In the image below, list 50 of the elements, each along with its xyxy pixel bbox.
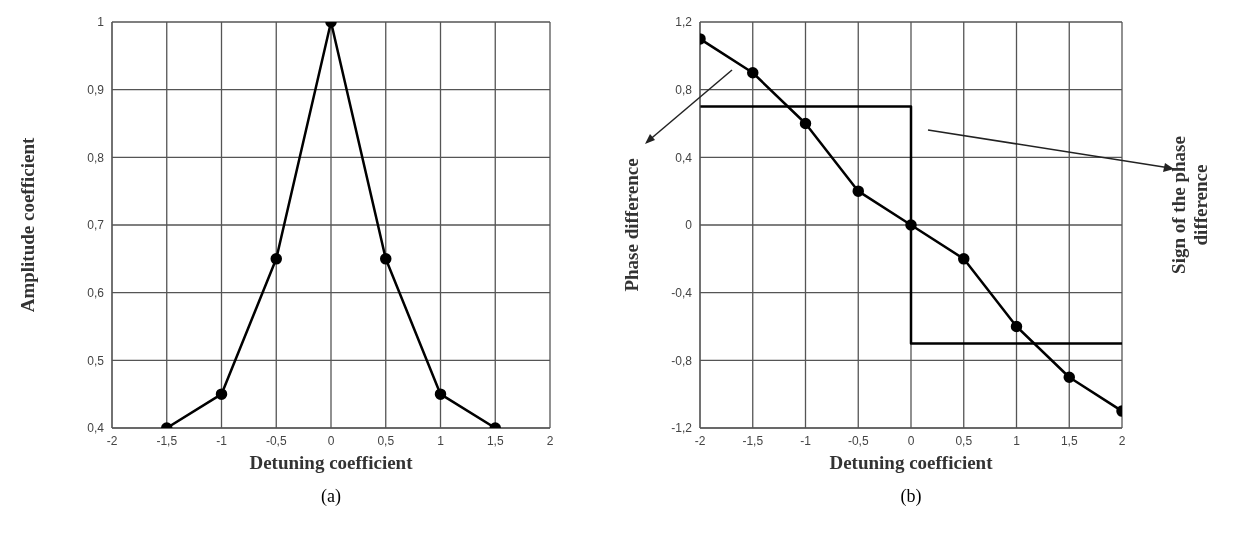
y-tick-label: 1 — [97, 15, 105, 30]
x-tick-label: 1,5 — [1060, 433, 1078, 448]
point — [799, 117, 812, 130]
y-tick-label: 0,7 — [87, 218, 105, 233]
y-tick-label: 0,4 — [675, 150, 693, 165]
point — [1063, 371, 1075, 383]
point — [852, 185, 864, 197]
y-tick-label: 0,4 — [87, 421, 105, 436]
x-tick-label: -1 — [800, 433, 812, 448]
y-tick-label: 0,5 — [87, 353, 105, 368]
point — [1010, 320, 1023, 333]
x-tick-label: -2 — [106, 433, 118, 448]
text: (a) — [320, 486, 342, 507]
x-tick-label: 0 — [907, 433, 915, 448]
x-tick-label: -0,5 — [265, 433, 287, 448]
x-tick-label: 1 — [1013, 433, 1021, 448]
y-tick-label: 1,2 — [675, 15, 693, 30]
x-tick-label: 0,5 — [377, 433, 395, 448]
x-tick-label: 2 — [1118, 433, 1126, 448]
y-tick-label: 0,6 — [87, 285, 105, 300]
x-axis-title: Detuning coefficient — [828, 452, 994, 474]
x-tick-label: -1,5 — [156, 433, 178, 448]
y-tick-label: -1,2 — [671, 421, 693, 436]
text: (b) — [899, 486, 923, 507]
y2-axis-title: Sign of the phase difference — [1168, 135, 1212, 276]
x-tick-label: 0 — [327, 433, 335, 448]
x-tick-label: 2 — [546, 433, 554, 448]
y-tick-label: 0 — [685, 218, 693, 233]
y-axis-title: Amplitude coefficient — [17, 137, 39, 313]
x-tick-label: 1 — [437, 433, 445, 448]
x-tick-label: 1,5 — [486, 433, 504, 448]
point — [270, 253, 282, 265]
y-axis-title: Phase difference — [621, 158, 643, 292]
y-tick-label: -0,4 — [671, 285, 693, 300]
point — [434, 388, 447, 400]
x-tick-label: -2 — [694, 433, 706, 448]
x-tick-label: 0,5 — [955, 433, 973, 448]
point — [747, 67, 759, 79]
x-axis-title: Detuning coefficient — [248, 452, 414, 474]
point — [905, 219, 917, 231]
y-tick-label: 0,8 — [87, 150, 105, 165]
point — [215, 388, 228, 400]
point — [958, 253, 970, 265]
x-tick-label: -0,5 — [847, 433, 869, 448]
y-tick-label: 0,9 — [87, 82, 105, 97]
point — [380, 253, 392, 265]
y-tick-label: -0,8 — [671, 353, 693, 368]
x-tick-label: -1 — [216, 433, 228, 448]
y-tick-label: 0,8 — [675, 82, 693, 97]
x-tick-label: -1,5 — [742, 433, 764, 448]
